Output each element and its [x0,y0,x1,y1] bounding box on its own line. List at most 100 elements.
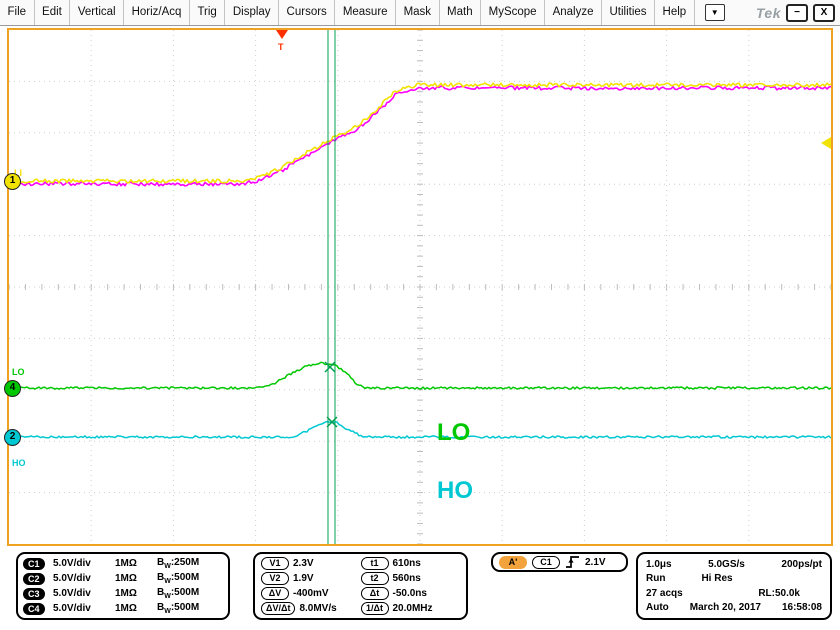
channel-c3-impedance: 1MΩ [115,588,137,599]
channel-4-marker[interactable]: 4 [4,380,21,397]
menu-item-utilities[interactable]: Utilities [602,0,656,25]
v1-badge[interactable]: V1 [261,557,289,570]
menu-item-edit[interactable]: Edit [35,0,71,25]
dv-value: -400mV [293,588,329,599]
menu-item-trig[interactable]: Trig [190,0,226,25]
dvdt-value: 8.0MV/s [299,603,337,614]
dt-badge[interactable]: Δt [360,587,389,600]
channel-c3-scale: 5.0V/div [53,588,91,599]
menu-item-analyze[interactable]: Analyze [545,0,602,25]
date-value: March 20, 2017 [689,602,761,614]
t1-badge[interactable]: t1 [360,557,389,570]
grid-layer [9,30,831,544]
menu-item-file[interactable]: File [0,0,35,25]
meas-t1: t1 610ns [360,556,461,571]
menu-item-cursors[interactable]: Cursors [279,0,336,25]
trigger-level-value: 2.1V [585,556,606,568]
acq-mode: Hi Res [701,573,733,585]
v2-value: 1.9V [293,573,314,584]
dv-badge[interactable]: ΔV [261,587,289,600]
graticule: T LI LO HO LO HO [9,30,831,544]
channel-c2-badge[interactable]: C2 [23,572,45,585]
inv-dt-badge[interactable]: 1/Δt [360,602,389,615]
timebase-value: 1.0μs [646,558,672,570]
channel-row-c3: C3 5.0V/div 1MΩ BW:500M [23,586,223,601]
menu-item-horiz-acq[interactable]: Horiz/Acq [124,0,190,25]
channel-1-marker[interactable]: 1 [4,173,21,190]
t1-value: 610ns [392,558,421,569]
titlebar-right: Tek − X [756,0,840,25]
trace-ch2-cyan [9,420,831,439]
inv-dt-value: 20.0MHz [392,603,433,614]
v2-badge[interactable]: V2 [261,572,289,585]
time-value: 16:58:08 [781,602,822,614]
menu-item-measure[interactable]: Measure [335,0,397,25]
menu-bar: File Edit Vertical Horiz/Acq Trig Displa… [0,0,840,26]
tek-logo: Tek [755,4,781,21]
trigger-mode: Auto [646,602,669,614]
acq-row-state: Run Hi Res [646,572,822,586]
cursor-x-marker-1 [324,361,336,373]
acq-row-count: 27 acqs RL:50.0k [646,586,822,600]
trigger-source-badge[interactable]: C1 [532,555,560,569]
cursor-measurement-grid: V1 2.3V t1 610ns V2 1.9V t2 560ns ΔV - [261,556,460,616]
trigger-position-marker[interactable] [276,30,288,39]
meas-t2: t2 560ns [360,571,461,586]
t2-badge[interactable]: t2 [360,572,389,585]
menu-dropdown-button[interactable]: ▼ [704,4,725,21]
acq-count: 27 acqs [646,587,683,599]
menu-item-vertical[interactable]: Vertical [70,0,125,25]
meas-dv: ΔV -400mV [261,586,361,601]
channel-c2-impedance: 1MΩ [115,573,137,584]
trigger-level-marker[interactable] [821,137,831,149]
menu-item-myscope[interactable]: MyScope [481,0,546,25]
channel-c4-bandwidth: BW:500M [157,602,200,615]
channel-c3-badge[interactable]: C3 [23,587,45,600]
readout-bar: C1 5.0V/div 1MΩ BW:250M C2 5.0V/div 1MΩ … [0,546,840,630]
channel-c1-bandwidth: BW:250M [157,557,200,570]
resolution-value: 200ps/pt [781,558,822,570]
dvdt-badge[interactable]: ΔV/Δt [261,602,296,615]
minimize-button[interactable]: − [786,3,808,22]
trace-ch3-magenta [9,85,831,187]
rising-edge-icon [566,556,579,568]
trace-label-lo-big: LO [437,419,470,446]
channel-c2-bandwidth: BW:500M [157,572,200,585]
trigger-position-label: T [278,42,284,52]
channel-c1-impedance: 1MΩ [115,558,137,569]
channel-c4-badge[interactable]: C4 [23,602,45,615]
meas-dvdt: ΔV/Δt 8.0MV/s [261,601,361,616]
sample-rate-value: 5.0GS/s [708,558,745,570]
trace-label-ho-big: HO [437,477,473,504]
channel-c1-scale: 5.0V/div [53,558,91,569]
close-button[interactable]: X [813,3,835,22]
channel-row-c2: C2 5.0V/div 1MΩ BW:500M [23,571,223,586]
acq-row-timebase: 1.0μs 5.0GS/s 200ps/pt [646,557,822,571]
trigger-a-badge[interactable]: A' [499,555,527,569]
channel-2-marker[interactable]: 2 [4,429,21,446]
dt-value: -50.0ns [392,588,427,599]
run-state: Run [646,573,666,585]
menu-item-math[interactable]: Math [440,0,482,25]
meas-1dt: 1/Δt 20.0MHz [360,601,461,616]
menu-item-display[interactable]: Display [225,0,280,25]
scope-display: T LI LO HO LO HO 1 4 2 [4,28,833,546]
meas-v1: V1 2.3V [261,556,361,571]
overlay-layer: T LI LO HO LO HO [12,30,831,544]
v1-value: 2.3V [293,558,314,569]
channel-c1-badge[interactable]: C1 [23,557,45,570]
t2-value: 560ns [392,573,421,584]
channel-c4-scale: 5.0V/div [53,603,91,614]
trace-ch4-green [9,361,831,390]
menu-item-help[interactable]: Help [655,0,695,25]
menu-item-mask[interactable]: Mask [396,0,440,25]
trace-label-li-small: LI [14,168,22,178]
record-length: RL:50.0k [758,587,800,599]
waveform-layer [9,82,831,439]
channel-readout-panel: C1 5.0V/div 1MΩ BW:250M C2 5.0V/div 1MΩ … [16,552,230,620]
cursor-measurement-panel: V1 2.3V t1 610ns V2 1.9V t2 560ns ΔV - [253,552,468,620]
meas-v2: V2 1.9V [261,571,361,586]
acq-row-datetime: Auto March 20, 2017 16:58:08 [646,601,822,615]
trace-label-lo-small: LO [12,367,25,377]
